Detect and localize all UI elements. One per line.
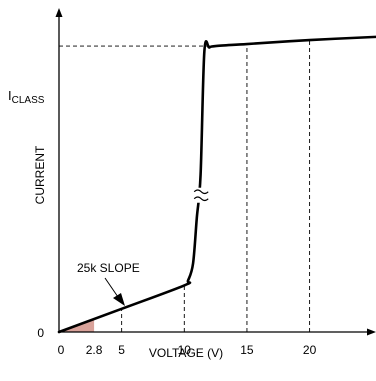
y-tick-label: 0 [37, 326, 44, 340]
y-label-sub: CLASS [12, 95, 45, 106]
x-tick-label: 10 [178, 343, 192, 357]
slope-annotation-arrowhead [113, 293, 125, 306]
series-line [57, 35, 376, 334]
x-tick-label: 20 [303, 343, 317, 357]
x-tick-label: 0 [58, 343, 65, 357]
y-axis-title: CURRENT [33, 145, 47, 204]
x-tick-label: 15 [240, 343, 254, 357]
slope-label: 25k SLOPE [77, 261, 140, 275]
x-tick-label: 5 [118, 343, 125, 357]
y-label-main: ICLASS [8, 88, 45, 106]
x-tick-label: 2.8 [86, 343, 103, 357]
y-axis-arrow [55, 8, 63, 17]
axis-break-marker [193, 187, 209, 203]
slope-annotation-arrow-line [104, 277, 119, 298]
x-axis-title: VOLTAGE (V) [149, 346, 223, 360]
x-axis-arrow [367, 328, 376, 336]
